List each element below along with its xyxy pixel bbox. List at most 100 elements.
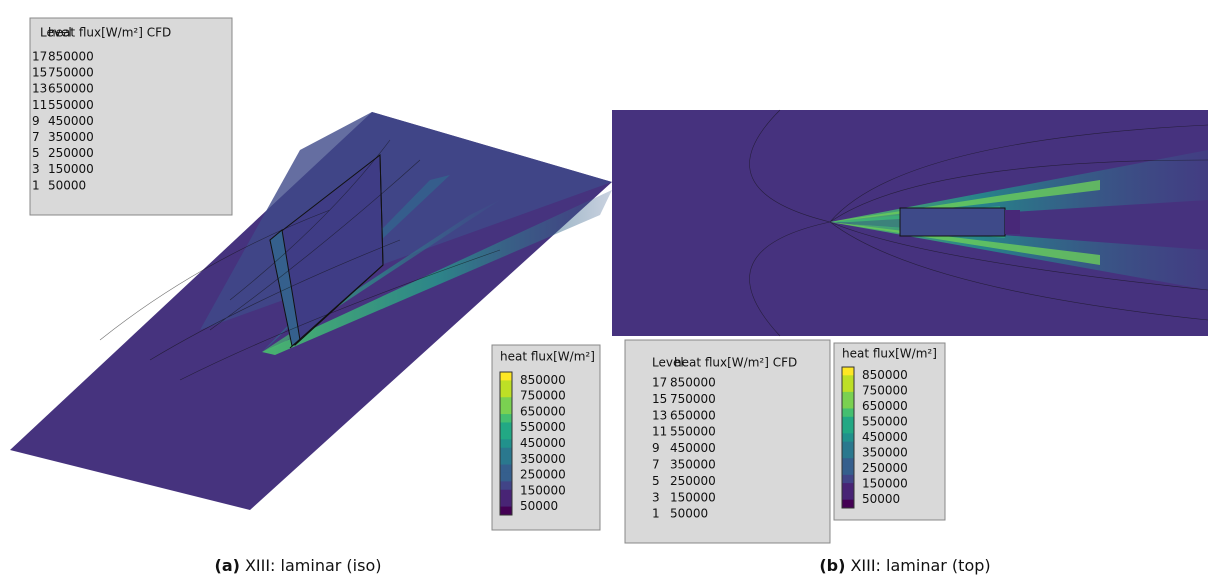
- colorbar-swatch: [500, 481, 512, 490]
- table-cell: 3: [32, 162, 40, 176]
- colorbar-label: 750000: [520, 389, 566, 403]
- table-cell: 50000: [670, 507, 708, 521]
- colorbar-label: 550000: [520, 420, 566, 434]
- colorbar-label: 450000: [520, 436, 566, 450]
- colorbar-swatch: [500, 456, 512, 465]
- colorbar-label: 350000: [862, 446, 908, 460]
- colorbar-swatch: [842, 442, 854, 451]
- colorbar-label: 850000: [862, 368, 908, 382]
- colorbar-swatch: [842, 375, 854, 384]
- table-cell: 150000: [48, 162, 94, 176]
- table-cell: 850000: [48, 50, 94, 64]
- table-cell: 650000: [670, 408, 716, 422]
- colorbar-label: 350000: [520, 452, 566, 466]
- table-cell: 250000: [670, 474, 716, 488]
- colorbar-swatch: [842, 450, 854, 459]
- table-cell: 7: [32, 130, 40, 144]
- colorbar-title: heat flux[W/m²]: [842, 347, 937, 361]
- colorbar-label: 850000: [520, 373, 566, 387]
- caption-text: XIII: laminar (iso): [245, 556, 382, 575]
- colorbar-swatch: [500, 406, 512, 415]
- caption-text: XIII: laminar (top): [850, 556, 990, 575]
- colorbar-swatch: [842, 425, 854, 434]
- table-cell: 450000: [670, 441, 716, 455]
- colorbar-swatch: [500, 448, 512, 457]
- colorbar-swatch: [500, 490, 512, 499]
- colorbar-label: 450000: [862, 430, 908, 444]
- colorbar-swatch: [842, 458, 854, 467]
- table-cell: 17: [652, 376, 667, 390]
- table-cell: 15: [32, 66, 47, 80]
- table-cell: 11: [652, 425, 667, 439]
- colorbar-label: 50000: [862, 492, 900, 506]
- colorbar-swatch: [500, 439, 512, 448]
- table-cell: 850000: [670, 376, 716, 390]
- table-cell: 550000: [670, 425, 716, 439]
- table-cell: 1: [652, 507, 660, 521]
- colorbar-swatch: [842, 433, 854, 442]
- caption: (b) XIII: laminar (top): [819, 556, 990, 575]
- table-cell: 9: [32, 114, 40, 128]
- colorbar-swatch: [842, 384, 854, 393]
- colorbar-swatch: [500, 507, 512, 516]
- colorbar-swatch: [500, 414, 512, 423]
- colorbar-swatch: [500, 465, 512, 474]
- colorbar-title: heat flux[W/m²]: [500, 350, 595, 364]
- table-cell: 9: [652, 441, 660, 455]
- table-cell: 350000: [48, 130, 94, 144]
- table-cell: 550000: [48, 98, 94, 112]
- caption-label: (a): [215, 556, 240, 575]
- table-cell: 50000: [48, 178, 86, 192]
- caption: (a) XIII: laminar (iso): [215, 556, 382, 575]
- colorbar-swatch: [500, 498, 512, 507]
- colorbar-swatch: [842, 475, 854, 484]
- colorbar-swatch: [842, 417, 854, 426]
- table-cell: 5: [32, 146, 40, 160]
- colorbar-label: 650000: [862, 399, 908, 413]
- colorbar-swatch: [842, 367, 854, 376]
- colorbar-label: 550000: [862, 414, 908, 428]
- colorbar-label: 650000: [520, 404, 566, 418]
- figure: Levelheat flux[W/m²] CFD1785000015750000…: [0, 0, 1208, 581]
- caption-label: (b): [819, 556, 845, 575]
- table-header: heat flux[W/m²] CFD: [674, 356, 797, 370]
- colorbar-label: 250000: [862, 461, 908, 475]
- table-cell: 350000: [670, 458, 716, 472]
- colorbar-label: 250000: [520, 468, 566, 482]
- colorbar-swatch: [500, 422, 512, 431]
- table-cell: 250000: [48, 146, 94, 160]
- table-cell: 650000: [48, 82, 94, 96]
- colorbar-label: 50000: [520, 499, 558, 513]
- table-cell: 7: [652, 458, 660, 472]
- table-cell: 5: [652, 474, 660, 488]
- colorbar-label: 750000: [862, 383, 908, 397]
- colorbar-swatch: [842, 491, 854, 500]
- table-cell: 3: [652, 490, 660, 504]
- table-cell: 750000: [670, 392, 716, 406]
- colorbar-swatch: [500, 397, 512, 406]
- table-cell: 750000: [48, 66, 94, 80]
- colorbar-swatch: [500, 380, 512, 389]
- table-cell: 450000: [48, 114, 94, 128]
- table-cell: 13: [32, 82, 47, 96]
- colorbar-swatch: [500, 389, 512, 398]
- colorbar-label: 150000: [862, 477, 908, 491]
- colorbar-swatch: [842, 408, 854, 417]
- colorbar-swatch: [500, 431, 512, 440]
- colorbar-swatch: [842, 400, 854, 409]
- table-header: heat flux[W/m²] CFD: [48, 26, 171, 40]
- colorbar-swatch: [842, 483, 854, 492]
- table-cell: 17: [32, 50, 47, 64]
- colorbar-swatch: [842, 500, 854, 509]
- colorbar-label: 150000: [520, 483, 566, 497]
- colorbar-swatch: [842, 467, 854, 476]
- table-cell: 150000: [670, 490, 716, 504]
- colorbar-swatch: [500, 372, 512, 381]
- table-cell: 11: [32, 98, 47, 112]
- table-cell: 15: [652, 392, 667, 406]
- cfd-image-top: [612, 110, 1208, 336]
- colorbar-swatch: [842, 392, 854, 401]
- colorbar-swatch: [500, 473, 512, 482]
- table-cell: 13: [652, 408, 667, 422]
- table-cell: 1: [32, 178, 40, 192]
